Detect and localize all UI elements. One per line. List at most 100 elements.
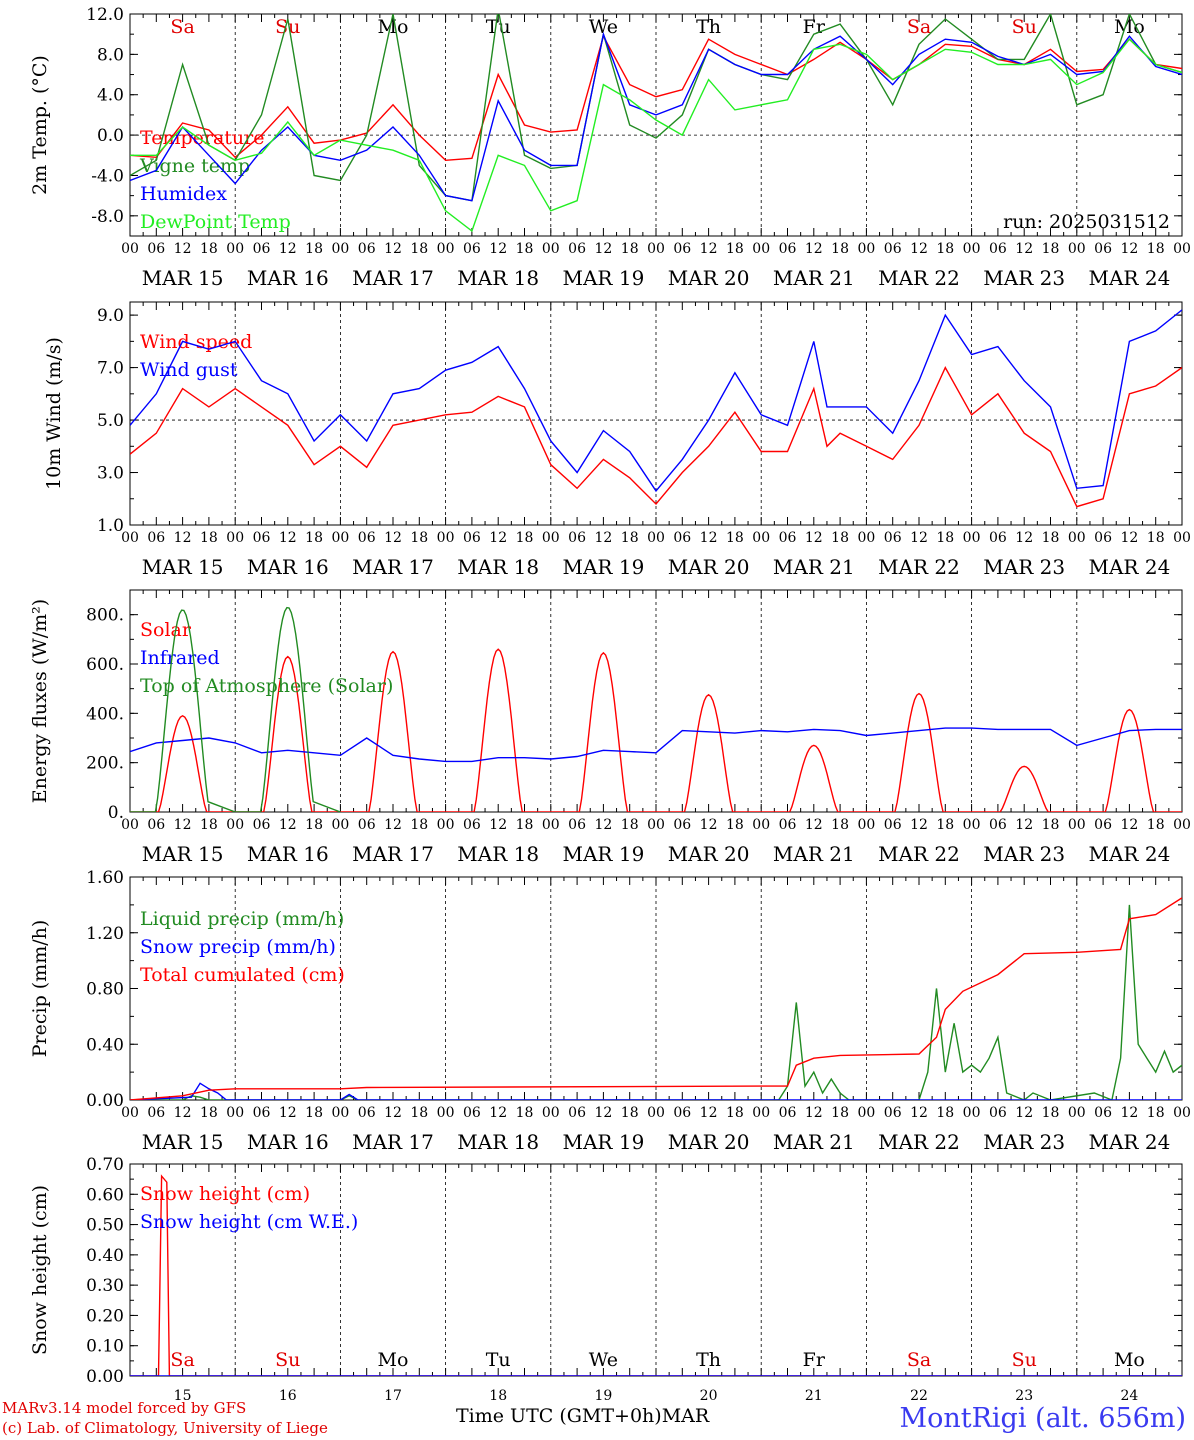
hour-tick-label: 00 <box>752 1105 770 1121</box>
y-tick-label: 400. <box>86 704 124 724</box>
hour-tick-label: 06 <box>1094 530 1112 546</box>
hour-tick-label: 00 <box>1173 241 1191 257</box>
legend-entry: Infrared <box>140 647 220 669</box>
date-label: MAR 18 <box>457 842 539 866</box>
weekday-label: Mo <box>378 16 409 38</box>
hour-tick-label: 12 <box>1015 241 1033 257</box>
hour-tick-label: 06 <box>253 1105 271 1121</box>
date-label: MAR 16 <box>247 842 329 866</box>
hour-tick-label: 00 <box>752 241 770 257</box>
hour-tick-label: 12 <box>384 241 402 257</box>
hour-tick-label: 00 <box>437 817 455 833</box>
hour-tick-label: 00 <box>542 1105 560 1121</box>
hour-tick-label: 06 <box>989 1105 1007 1121</box>
y-tick-label: 12.0 <box>86 5 124 25</box>
date-label: MAR 16 <box>247 266 329 290</box>
series-line <box>130 897 1182 1100</box>
y-axis-label: Precip (mm/h) <box>29 920 51 1058</box>
day-number-label: 16 <box>279 1388 297 1404</box>
hour-tick-label: 00 <box>1068 530 1086 546</box>
hour-tick-label: 00 <box>752 817 770 833</box>
hour-tick-label: 18 <box>936 817 954 833</box>
date-label: MAR 24 <box>1089 1130 1171 1154</box>
hour-tick-label: 18 <box>410 817 428 833</box>
hour-tick-label: 06 <box>463 817 481 833</box>
date-label: MAR 22 <box>878 1130 960 1154</box>
hour-tick-label: 12 <box>1015 1105 1033 1121</box>
credit-line-2: (c) Lab. of Climatology, University of L… <box>2 1419 328 1437</box>
hour-tick-label: 00 <box>1068 1105 1086 1121</box>
hour-tick-label: 18 <box>621 1105 639 1121</box>
date-label: MAR 24 <box>1089 842 1171 866</box>
legend-entry: Solar <box>140 619 192 641</box>
date-label: MAR 24 <box>1089 555 1171 579</box>
hour-tick-label: 12 <box>594 817 612 833</box>
y-axis-label: 10m Wind (m/s) <box>43 337 65 490</box>
hour-tick-label: 00 <box>1173 530 1191 546</box>
hour-tick-label: 00 <box>226 1105 244 1121</box>
date-label: MAR 16 <box>247 1130 329 1154</box>
hour-tick-label: 12 <box>910 241 928 257</box>
date-label: MAR 15 <box>142 842 224 866</box>
y-tick-label: 5.0 <box>97 411 124 431</box>
hour-tick-label: 00 <box>647 1105 665 1121</box>
y-tick-label: 9.0 <box>97 306 124 326</box>
hour-tick-label: 18 <box>621 241 639 257</box>
hour-tick-label: 00 <box>226 241 244 257</box>
legend-entry: Wind speed <box>140 331 252 353</box>
hour-tick-label: 18 <box>936 241 954 257</box>
y-tick-label: 0.30 <box>86 1276 124 1296</box>
hour-tick-label: 12 <box>700 817 718 833</box>
legend-entry: Wind gust <box>140 359 238 381</box>
hour-tick-label: 18 <box>621 817 639 833</box>
hour-tick-label: 18 <box>305 1105 323 1121</box>
hour-tick-label: 12 <box>805 241 823 257</box>
weekday-label: Th <box>696 1349 721 1371</box>
hour-tick-label: 06 <box>1094 817 1112 833</box>
day-number-label: 23 <box>1015 1388 1033 1404</box>
hour-tick-label: 06 <box>253 817 271 833</box>
hour-tick-label: 12 <box>700 241 718 257</box>
hour-tick-label: 00 <box>121 530 139 546</box>
y-tick-label: 0.20 <box>86 1306 124 1326</box>
hour-tick-label: 06 <box>358 817 376 833</box>
panel-5: 0.00 0.10 0.20 0.30 0.40 0.50 0.60 0.70 Snow hei… <box>29 1155 1183 1404</box>
date-label: MAR 20 <box>668 266 750 290</box>
hour-tick-label: 00 <box>1173 817 1191 833</box>
y-tick-label: 0.10 <box>86 1337 124 1357</box>
hour-tick-label: 06 <box>358 1105 376 1121</box>
hour-tick-label: 18 <box>516 530 534 546</box>
hour-tick-label: 18 <box>726 817 744 833</box>
hour-tick-label: 06 <box>884 241 902 257</box>
day-number-label: 19 <box>594 1388 612 1404</box>
date-label: MAR 23 <box>983 266 1065 290</box>
legend-entry: Temperature <box>140 127 264 149</box>
date-label: MAR 15 <box>142 1130 224 1154</box>
hour-tick-label: 00 <box>963 241 981 257</box>
hour-tick-label: 06 <box>884 1105 902 1121</box>
hour-tick-label: 18 <box>1042 1105 1060 1121</box>
date-label: MAR 23 <box>983 1130 1065 1154</box>
hour-tick-label: 00 <box>542 817 560 833</box>
hour-tick-label: 06 <box>568 530 586 546</box>
hour-tick-label: 12 <box>805 530 823 546</box>
hour-tick-label: 06 <box>989 530 1007 546</box>
hour-tick-label: 00 <box>647 817 665 833</box>
day-number-label: 21 <box>805 1388 823 1404</box>
hour-tick-label: 18 <box>831 1105 849 1121</box>
weekday-label: Sa <box>907 1349 931 1371</box>
hour-tick-label: 12 <box>279 817 297 833</box>
hour-tick-label: 06 <box>1094 241 1112 257</box>
day-number-label: 17 <box>384 1388 402 1404</box>
weekday-label: Su <box>1012 16 1037 38</box>
hour-tick-label: 12 <box>910 1105 928 1121</box>
hour-tick-label: 06 <box>147 241 165 257</box>
hour-tick-label: 18 <box>200 817 218 833</box>
hour-tick-label: 12 <box>1015 530 1033 546</box>
day-number-label: 15 <box>174 1388 192 1404</box>
y-tick-label: 1.20 <box>86 924 124 944</box>
hour-tick-label: 06 <box>147 1105 165 1121</box>
panel-3: 0. 200. 400. 600. 800. Energy fluxes (W/m²) 00… <box>29 589 1191 866</box>
hour-tick-label: 06 <box>884 530 902 546</box>
hour-tick-label: 12 <box>805 1105 823 1121</box>
